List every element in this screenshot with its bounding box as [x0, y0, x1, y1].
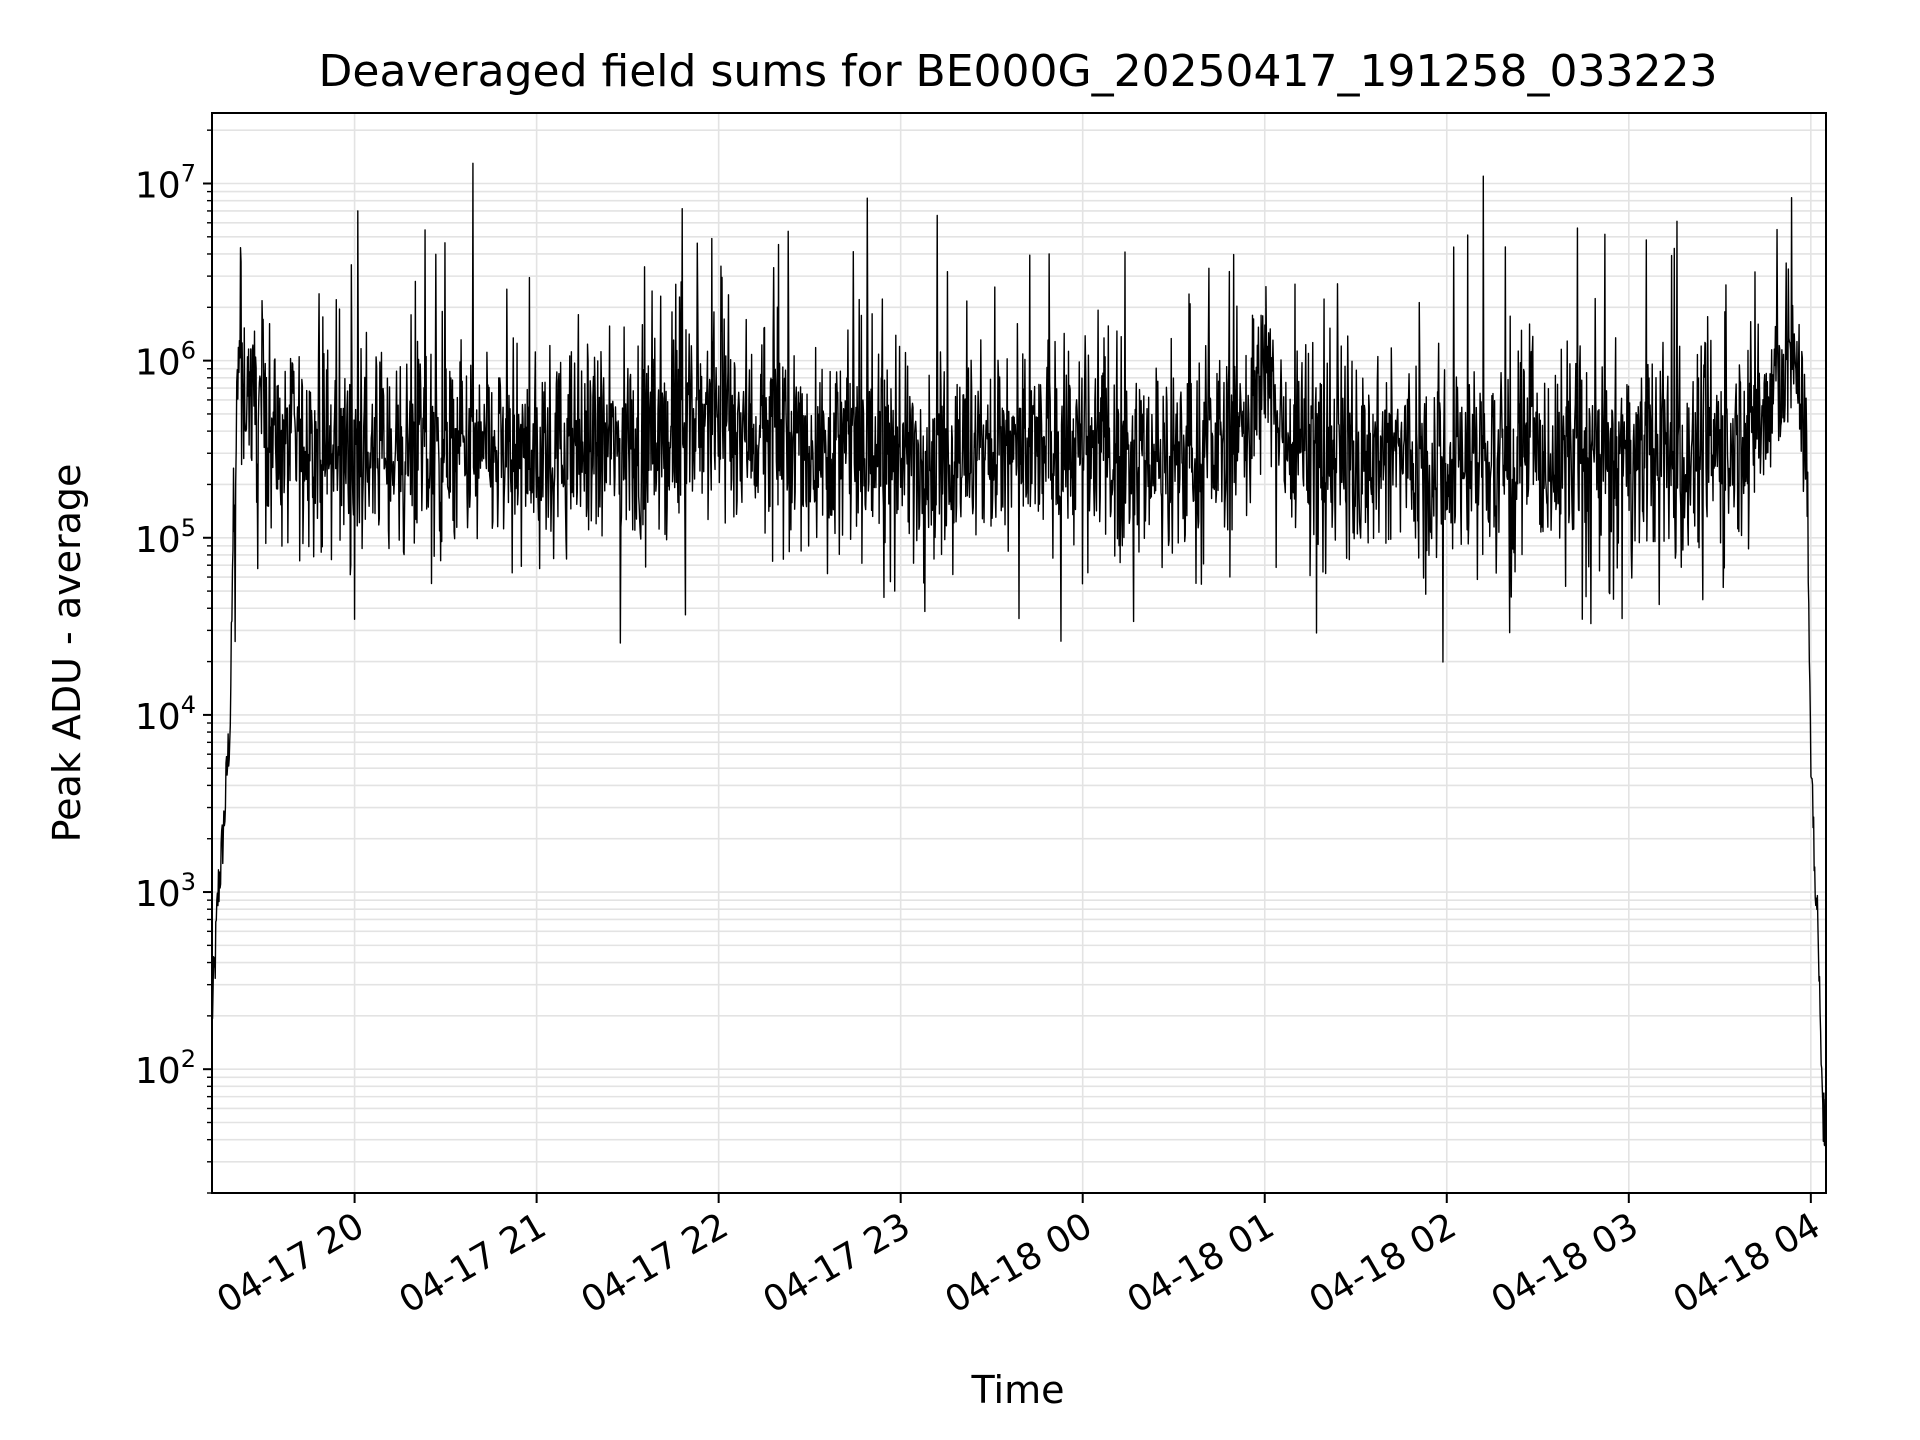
- y-tick-label: 106: [135, 337, 196, 384]
- y-tick-label: 103: [135, 868, 196, 915]
- y-tick-label: 104: [135, 691, 196, 738]
- y-tick-label: 105: [135, 514, 196, 561]
- y-axis-label: Peak ADU - average: [45, 464, 89, 843]
- series-line: [212, 162, 1826, 1147]
- y-tick-label: 102: [135, 1045, 196, 1092]
- chart-title: Deaveraged field sums for BE000G_2025041…: [319, 46, 1718, 97]
- y-tick-label: 107: [135, 159, 196, 206]
- grid: [212, 113, 1826, 1194]
- series-group: [212, 162, 1826, 1147]
- x-axis-label: Time: [971, 1368, 1065, 1412]
- plot-frame: [211, 112, 1827, 1194]
